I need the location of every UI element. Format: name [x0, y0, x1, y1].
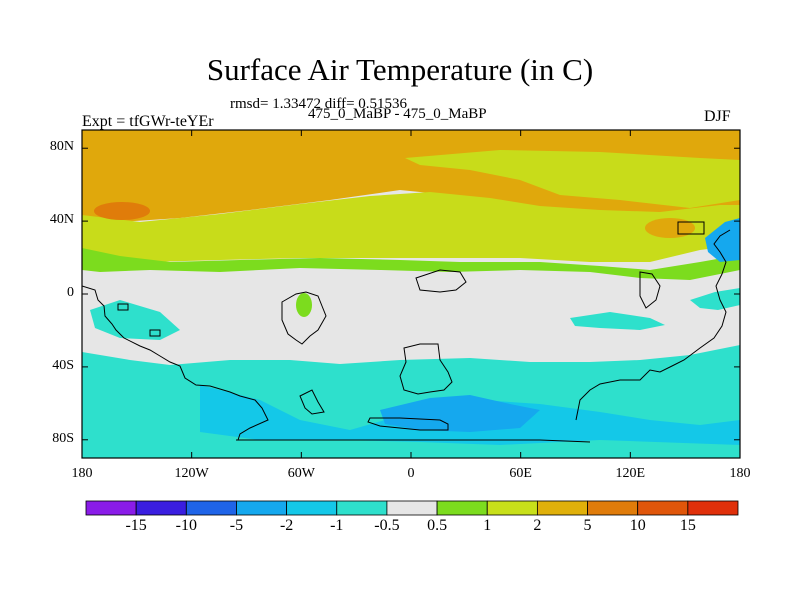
x-tick-label: 180	[71, 466, 93, 481]
x-tick-label: 60E	[509, 466, 532, 481]
x-tick-label: 60W	[287, 466, 315, 481]
colorbar	[85, 500, 739, 516]
colorbar-box	[185, 500, 237, 516]
x-tick-label: 0	[407, 466, 415, 481]
difference-label: 475_0_MaBP - 475_0_MaBP	[308, 106, 487, 122]
colorbar-label: -10	[175, 517, 197, 534]
colorbar-label: 1	[483, 517, 492, 534]
cool-patch-west-pacific	[690, 288, 740, 310]
y-tick-label: 0	[67, 285, 74, 300]
warm-band-1-2	[82, 192, 740, 262]
stats-line: rmsd= 1.33472 diff= 0.51536	[230, 96, 408, 112]
colorbar-label: -0.5	[374, 517, 400, 534]
x-tick-label: 120W	[174, 466, 209, 481]
experiment-label: Expt = tfGWr-teYEr	[82, 113, 214, 130]
map-title: Surface Air Temperature (in C)	[206, 52, 594, 87]
colorbar-box	[637, 500, 689, 516]
cool-tongue-east-indian	[570, 312, 665, 330]
temperature-field	[82, 130, 740, 458]
axis-ticks	[81, 130, 741, 458]
colorbar-box	[687, 500, 739, 516]
colorbar-box	[336, 500, 388, 516]
colorbar-box	[587, 500, 639, 516]
x-tick-label: 120E	[615, 466, 646, 481]
colorbar-box	[236, 500, 288, 516]
colorbar-box	[386, 500, 438, 516]
season-label: DJF	[704, 108, 731, 125]
warm-band-05-1	[82, 248, 740, 280]
colorbar-box	[286, 500, 338, 516]
y-tick-label: 80S	[52, 430, 74, 446]
colorbar-box	[85, 500, 137, 516]
cold-band-southern-ocean	[380, 395, 540, 432]
cool-patch-northeast	[705, 218, 740, 262]
colorbar-label: 0.5	[427, 517, 448, 534]
hot-patch-10-15	[94, 202, 150, 220]
colorbar-label: 10	[629, 517, 646, 534]
colorbar-label: -2	[279, 517, 294, 534]
warm-band-2-5	[405, 150, 740, 208]
y-tick-label: 40S	[52, 357, 74, 373]
colorbar-label: 2	[533, 517, 542, 534]
colorbar-label: 15	[679, 517, 696, 534]
y-tick-label: 40N	[49, 212, 74, 228]
x-tick-label: 180	[729, 466, 751, 481]
colorbar-box	[436, 500, 488, 516]
colorbar-label: -1	[330, 517, 344, 534]
colorbar-box	[536, 500, 588, 516]
colorbar-label: -5	[229, 517, 244, 534]
colorbar-label: 5	[583, 517, 592, 534]
colorbar-box	[135, 500, 187, 516]
colorbar-label: -15	[125, 517, 147, 534]
coastlines	[82, 221, 731, 443]
green-patch-southamerica	[296, 293, 312, 317]
hot-patch-5-10-east	[645, 218, 695, 238]
y-tick-label: 80N	[49, 139, 74, 155]
colorbar-box	[486, 500, 538, 516]
